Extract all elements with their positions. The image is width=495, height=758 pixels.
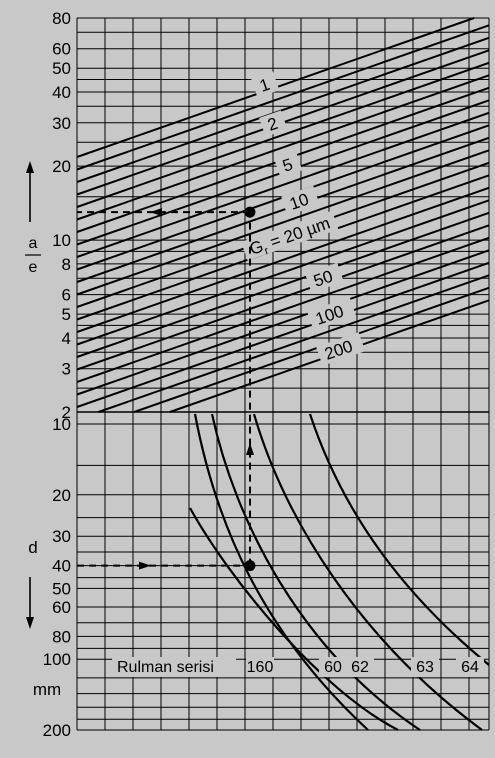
y-axis-label-numerator: a bbox=[29, 235, 38, 252]
series-label: 64 bbox=[461, 659, 479, 676]
unit-label: mm bbox=[33, 680, 61, 699]
series-label: 160 bbox=[247, 659, 274, 676]
clearance-line bbox=[76, 249, 490, 396]
example-arrow-left bbox=[150, 208, 162, 217]
up-arrow-head bbox=[26, 161, 34, 173]
clearance-label-bg bbox=[251, 71, 280, 98]
clearance-label-bg bbox=[305, 262, 344, 293]
example-path bbox=[77, 206, 256, 572]
clearance-line bbox=[76, 199, 490, 346]
down-arrow-head bbox=[26, 617, 34, 629]
clearance-label-bg bbox=[241, 210, 339, 261]
top-tick-label: 4 bbox=[62, 329, 71, 348]
clearance-line bbox=[76, 211, 490, 358]
series-label-bg bbox=[456, 657, 484, 677]
bottom-tick-label: 10 bbox=[52, 415, 71, 434]
clearance-line bbox=[133, 286, 490, 413]
bottom-tick-label: 20 bbox=[52, 486, 71, 505]
clearance-line bbox=[76, 149, 490, 296]
bottom-tick-label: 40 bbox=[52, 557, 71, 576]
example-arrow-up bbox=[246, 443, 254, 455]
series-label: 63 bbox=[416, 659, 434, 676]
series-label: 62 bbox=[351, 659, 369, 676]
clearance-line bbox=[76, 261, 490, 408]
clearance-label-bg bbox=[259, 110, 288, 137]
clearance-line bbox=[76, 236, 490, 383]
top-tick-label: 60 bbox=[52, 40, 71, 59]
top-tick-label: 5 bbox=[62, 305, 71, 324]
top-tick-label: 80 bbox=[52, 9, 71, 28]
series-curves: 160 60 62 63 64 bbox=[112, 413, 490, 731]
clearance-line bbox=[76, 74, 490, 221]
clearance-line bbox=[76, 36, 490, 183]
clearance-label-bg bbox=[307, 297, 357, 331]
series-label-bg bbox=[411, 657, 439, 677]
series-label-bg bbox=[319, 657, 347, 677]
clearance-label-bg bbox=[274, 151, 303, 178]
top-tick-label: 3 bbox=[62, 360, 71, 379]
top-tick-label: 20 bbox=[52, 157, 71, 176]
series-curve bbox=[193, 413, 369, 731]
d-axis-label: d bbox=[28, 538, 37, 557]
clearance-line bbox=[76, 111, 490, 258]
clearance-label-bg bbox=[281, 185, 320, 216]
series-curve bbox=[189, 507, 399, 731]
top-tick-label: 50 bbox=[52, 59, 71, 78]
series-label-bg bbox=[346, 657, 374, 677]
top-tick-label: 2 bbox=[62, 403, 71, 422]
clearance-line bbox=[76, 24, 490, 171]
clearance-line bbox=[98, 274, 490, 413]
series-label-bg bbox=[246, 657, 274, 677]
top-tick-label: 8 bbox=[62, 255, 71, 274]
bottom-tick-label: 30 bbox=[52, 527, 71, 546]
top-tick-label: 40 bbox=[52, 83, 71, 102]
bottom-tick-label: 60 bbox=[52, 598, 71, 617]
series-title-bg bbox=[112, 657, 236, 677]
clearance-line bbox=[76, 61, 490, 208]
example-point-top bbox=[244, 206, 256, 218]
top-tick-label: 30 bbox=[52, 114, 71, 133]
series-curve bbox=[252, 413, 483, 731]
clearance-line bbox=[76, 186, 490, 333]
clearance-line bbox=[76, 224, 490, 371]
clearance-line bbox=[76, 136, 490, 283]
series-label: 60 bbox=[324, 659, 342, 676]
bottom-tick-label: 200 bbox=[43, 721, 71, 740]
top-tick-label: 6 bbox=[62, 286, 71, 305]
bottom-tick-label: 100 bbox=[43, 650, 71, 669]
bottom-tick-label: 80 bbox=[52, 627, 71, 646]
series-curve bbox=[308, 413, 490, 666]
y-axis-label-denominator: e bbox=[29, 259, 38, 276]
top-tick-label: 10 bbox=[52, 231, 71, 250]
clearance-label-bg bbox=[316, 332, 366, 366]
bottom-tick-label: 50 bbox=[52, 579, 71, 598]
series-curve bbox=[210, 413, 421, 731]
example-arrow-right bbox=[139, 561, 151, 570]
series-title: Rulman serisi bbox=[117, 659, 214, 676]
example-point-bottom bbox=[244, 560, 256, 572]
